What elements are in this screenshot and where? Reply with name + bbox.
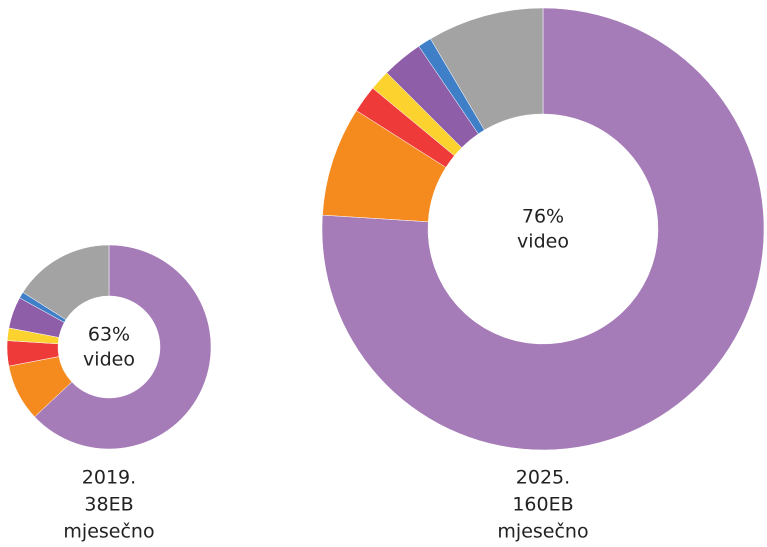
caption: mjesečno bbox=[63, 521, 154, 543]
center-value: 76% bbox=[522, 206, 564, 228]
donut-segment bbox=[22, 244, 110, 321]
caption: mjesečno bbox=[497, 521, 588, 543]
donut-segment bbox=[321, 7, 765, 451]
center-value: 63% bbox=[88, 324, 130, 346]
caption: 38EB bbox=[84, 494, 133, 516]
center-text: video bbox=[83, 349, 135, 371]
donut-segment bbox=[430, 7, 544, 131]
caption: 160EB bbox=[512, 494, 573, 516]
donut-segment bbox=[34, 244, 212, 450]
caption: 2019. bbox=[82, 467, 136, 489]
center-text: video bbox=[517, 231, 569, 253]
caption: 2025. bbox=[516, 467, 570, 489]
